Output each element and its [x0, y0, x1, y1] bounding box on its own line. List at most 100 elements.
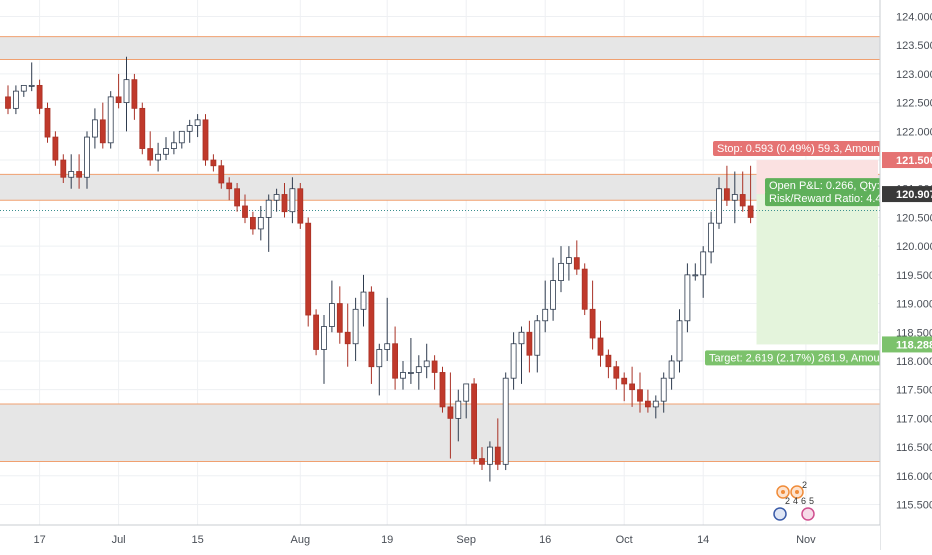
candle — [463, 383, 470, 419]
candle — [739, 171, 746, 212]
stop-price-badge-bg — [882, 152, 932, 169]
candle — [731, 171, 738, 224]
candle-body-up — [20, 84, 27, 92]
stop-label-bg — [713, 141, 883, 157]
price-tick-label: 117.000 — [896, 413, 932, 425]
candle-body-up — [123, 79, 130, 104]
candle — [12, 85, 19, 115]
candle — [605, 349, 612, 379]
candle-body-up — [289, 188, 296, 213]
candle-body-up — [660, 377, 667, 402]
candle-body-down — [747, 205, 754, 218]
zone-rect — [0, 174, 880, 201]
candle — [613, 360, 620, 390]
candle-body-down — [344, 331, 351, 345]
flag-icon — [801, 507, 815, 521]
candle-body-up — [423, 360, 430, 368]
pnl-label-group: Open P&L: 0.266, Qty: 42 — [765, 178, 895, 194]
candle-body-down — [76, 171, 82, 178]
candle-body-up — [107, 96, 114, 144]
candles — [5, 56, 754, 482]
candle — [163, 137, 169, 161]
candle — [368, 286, 375, 384]
time-tick-label: Oct — [616, 534, 633, 546]
stop-label: Stop: 0.593 (0.49%) 59.3, Amount — [717, 143, 883, 155]
time-tick-label: Aug — [291, 534, 311, 546]
candle — [486, 441, 493, 482]
candle-body-down — [637, 389, 643, 402]
current-price-badge-bg — [882, 186, 932, 203]
candle-body-down — [44, 107, 51, 138]
candle-body-up — [84, 136, 90, 178]
candle-body-up — [652, 400, 659, 408]
candle — [36, 79, 43, 115]
candle — [234, 182, 241, 212]
candle-body-up — [716, 188, 722, 224]
current-price-badge-group: 120.907 — [882, 186, 932, 203]
event-icon-dot — [795, 490, 799, 494]
time-axis: 17 Jul 15 Aug 19 Sep 16 Oct 14 Nov — [0, 524, 880, 550]
candle-body-up — [273, 194, 280, 201]
candle-body-down — [305, 222, 312, 316]
candle — [597, 320, 604, 367]
time-tick-label: Nov — [796, 534, 816, 546]
candle-body-up — [407, 372, 414, 374]
candle-body-up — [163, 148, 169, 155]
candle — [210, 154, 217, 172]
candle-body-down — [249, 217, 256, 230]
candle-body-up — [676, 320, 683, 362]
candle — [479, 447, 485, 471]
candle — [431, 355, 438, 390]
target-price-badge: 118.288 — [896, 339, 932, 351]
candle-body-up — [186, 125, 193, 132]
candle — [360, 274, 367, 327]
candle-body-up — [700, 251, 707, 276]
candle-body-up — [384, 343, 391, 350]
candle — [494, 418, 501, 471]
candle — [5, 85, 11, 115]
price-tick-label: 116.500 — [896, 442, 932, 454]
candle-body-down — [392, 343, 399, 379]
candle — [439, 366, 446, 413]
candle — [328, 280, 335, 333]
candle-body-down — [210, 159, 217, 167]
candle-body-up — [400, 372, 406, 379]
risk-reward-label: Risk/Reward Ratio: 4.42 — [769, 193, 888, 205]
price-tick-label: 119.500 — [896, 270, 932, 282]
price-tick-label: 122.500 — [896, 98, 932, 110]
stop-price-badge: 121.500 — [896, 155, 932, 167]
candle-body-up — [518, 331, 525, 345]
candle-body-up — [668, 360, 675, 379]
candle — [92, 108, 98, 149]
price-tick-label: 124.000 — [896, 12, 932, 24]
candle-body-up — [510, 343, 517, 379]
target-label-group: Target: 2.619 (2.17%) 261.9, Amoun — [705, 350, 886, 366]
flag-icon — [773, 507, 787, 521]
candle-body-down — [629, 383, 635, 391]
candle — [668, 355, 675, 390]
candle-body-down — [589, 308, 596, 339]
candle-body-up — [731, 194, 738, 201]
support-resistance-zones — [0, 36, 880, 462]
candle-body-up — [692, 274, 699, 277]
candle — [257, 205, 264, 241]
event-digit: 2 — [785, 496, 790, 506]
event-digit: 4 — [793, 496, 798, 506]
candle-body-down — [52, 136, 59, 161]
candle-body-down — [281, 194, 288, 213]
candle — [676, 309, 683, 373]
candle — [44, 102, 51, 143]
candle — [321, 315, 327, 384]
candle — [84, 131, 90, 189]
target-price-badge-bg — [882, 336, 932, 353]
candle-body-down — [526, 331, 533, 356]
candle-body-down — [202, 119, 209, 161]
candle-body-up — [376, 349, 383, 368]
time-tick-label: 16 — [539, 534, 551, 546]
stop-label-group: Stop: 0.593 (0.49%) 59.3, Amount — [713, 141, 883, 157]
candle — [645, 389, 651, 413]
events-markers: 2 2 4 6 5 — [773, 480, 815, 521]
candle — [700, 246, 707, 298]
